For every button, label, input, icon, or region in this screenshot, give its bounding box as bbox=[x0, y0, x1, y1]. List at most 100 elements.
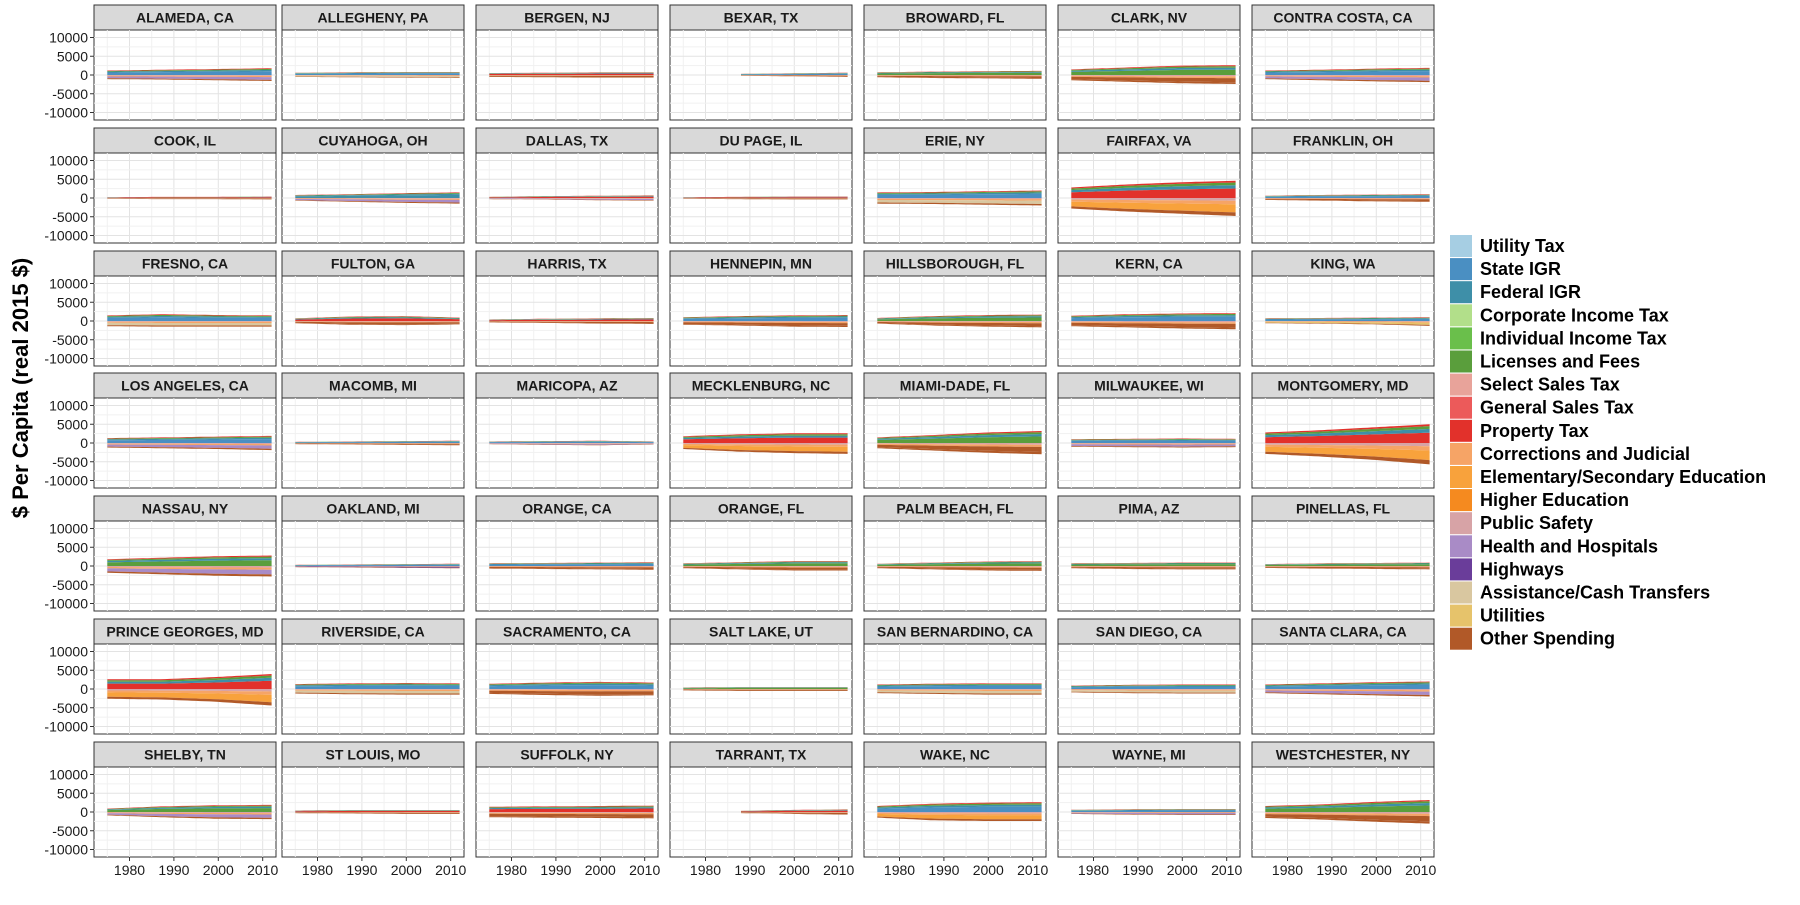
facet-panel: CUYAHOGA, OH bbox=[282, 128, 464, 243]
x-tick-label: 1980 bbox=[884, 862, 915, 878]
facet-title: CONTRA COSTA, CA bbox=[1273, 10, 1412, 26]
facet-panel: FAIRFAX, VA bbox=[1058, 128, 1240, 243]
y-tick-label: -10000 bbox=[44, 842, 88, 858]
facet-panel: HILLSBOROUGH, FL bbox=[864, 251, 1046, 366]
facet-panel: MONTGOMERY, MD bbox=[1252, 373, 1434, 488]
facet-panel: MACOMB, MI bbox=[282, 373, 464, 488]
facet-title: TARRANT, TX bbox=[716, 747, 807, 763]
y-tick-label: -5000 bbox=[52, 86, 88, 102]
legend-label: Utility Tax bbox=[1480, 236, 1565, 256]
facet-title: CLARK, NV bbox=[1111, 10, 1188, 26]
legend-swatch bbox=[1450, 420, 1472, 442]
facet-panel: KERN, CA bbox=[1058, 251, 1240, 366]
y-tick-label: 0 bbox=[80, 558, 88, 574]
facet-panel: SANTA CLARA, CA bbox=[1252, 619, 1434, 734]
facet-title: OAKLAND, MI bbox=[326, 501, 419, 517]
legend-label: Other Spending bbox=[1480, 629, 1615, 649]
x-tick-label: 2010 bbox=[247, 862, 278, 878]
series-area bbox=[489, 809, 653, 813]
facet-title: PALM BEACH, FL bbox=[896, 501, 1014, 517]
legend-swatch bbox=[1450, 628, 1472, 650]
facet-panel: OAKLAND, MI bbox=[282, 496, 464, 611]
y-tick-label: 0 bbox=[80, 313, 88, 329]
legend-swatch bbox=[1450, 374, 1472, 396]
legend-swatch bbox=[1450, 258, 1472, 280]
series-area bbox=[877, 686, 1041, 689]
x-tick-label: 2000 bbox=[779, 862, 810, 878]
facet-title: ALAMEDA, CA bbox=[136, 10, 234, 26]
y-tick-label: 10000 bbox=[49, 644, 88, 660]
facet-title: ORANGE, CA bbox=[522, 501, 611, 517]
x-tick-label: 1980 bbox=[302, 862, 333, 878]
facet-panel: BEXAR, TX bbox=[670, 5, 852, 120]
y-tick-label: -10000 bbox=[44, 596, 88, 612]
x-tick-label: 2000 bbox=[203, 862, 234, 878]
facet-title: HILLSBOROUGH, FL bbox=[886, 256, 1025, 272]
legend-label: General Sales Tax bbox=[1480, 398, 1634, 418]
legend-swatch bbox=[1450, 281, 1472, 303]
series-area bbox=[295, 689, 459, 690]
y-tick-label: 5000 bbox=[57, 294, 88, 310]
x-tick-label: 2000 bbox=[585, 862, 616, 878]
facet-panel: KING, WA bbox=[1252, 251, 1434, 366]
facet-panel: SAN DIEGO, CA bbox=[1058, 619, 1240, 734]
y-tick-label: 0 bbox=[80, 435, 88, 451]
legend-swatch bbox=[1450, 605, 1472, 627]
facet-panel: MILWAUKEE, WI bbox=[1058, 373, 1240, 488]
facet-title: RIVERSIDE, CA bbox=[321, 624, 424, 640]
facet-title: CUYAHOGA, OH bbox=[318, 133, 427, 149]
facet-title: SALT LAKE, UT bbox=[709, 624, 813, 640]
facet-title: WAYNE, MI bbox=[1112, 747, 1185, 763]
x-tick-label: 1980 bbox=[496, 862, 527, 878]
x-tick-label: 2010 bbox=[1017, 862, 1048, 878]
legend-label: Higher Education bbox=[1480, 490, 1629, 510]
x-tick-label: 2010 bbox=[435, 862, 466, 878]
y-tick-label: 5000 bbox=[57, 785, 88, 801]
facet-title: SAN BERNARDINO, CA bbox=[877, 624, 1033, 640]
x-tick-label: 1980 bbox=[690, 862, 721, 878]
facet-title: PRINCE GEORGES, MD bbox=[106, 624, 263, 640]
y-tick-label: 10000 bbox=[49, 276, 88, 292]
legend-label: Public Safety bbox=[1480, 513, 1593, 533]
legend-label: Corrections and Judicial bbox=[1480, 444, 1690, 464]
y-tick-label: 5000 bbox=[57, 416, 88, 432]
legend-label: Highways bbox=[1480, 559, 1564, 579]
x-tick-label: 1980 bbox=[1078, 862, 1109, 878]
facet-panel: ALLEGHENY, PA bbox=[282, 5, 464, 120]
x-tick-label: 2010 bbox=[1405, 862, 1436, 878]
legend-swatch bbox=[1450, 535, 1472, 557]
y-tick-label: -5000 bbox=[52, 823, 88, 839]
y-tick-label: 0 bbox=[80, 190, 88, 206]
legend-swatch bbox=[1450, 466, 1472, 488]
facet-title: KERN, CA bbox=[1115, 256, 1183, 272]
series-area bbox=[683, 688, 847, 689]
facet-title: PINELLAS, FL bbox=[1296, 501, 1391, 517]
facet-title: BEXAR, TX bbox=[724, 10, 799, 26]
facet-panel: ORANGE, FL bbox=[670, 496, 852, 611]
legend-swatch bbox=[1450, 558, 1472, 580]
series-area bbox=[1071, 443, 1235, 444]
facet-title: MACOMB, MI bbox=[329, 378, 417, 394]
facet-title: FRESNO, CA bbox=[142, 256, 228, 272]
series-area bbox=[295, 686, 459, 689]
series-area bbox=[295, 811, 459, 812]
y-tick-label: 10000 bbox=[49, 153, 88, 169]
series-area bbox=[107, 321, 271, 322]
facet-panel: CONTRA COSTA, CA bbox=[1252, 5, 1434, 120]
y-tick-label: -5000 bbox=[52, 700, 88, 716]
facet-title: DU PAGE, IL bbox=[720, 133, 803, 149]
facet-title: MIAMI-DADE, FL bbox=[900, 378, 1011, 394]
y-tick-label: 5000 bbox=[57, 48, 88, 64]
legend-label: Assistance/Cash Transfers bbox=[1480, 583, 1710, 603]
y-tick-label: 5000 bbox=[57, 171, 88, 187]
y-tick-label: -10000 bbox=[44, 719, 88, 735]
series-area bbox=[1071, 441, 1235, 444]
facet-panel: PIMA, AZ bbox=[1058, 496, 1240, 611]
legend-label: Utilities bbox=[1480, 606, 1545, 626]
y-tick-label: -5000 bbox=[52, 332, 88, 348]
legend-label: Property Tax bbox=[1480, 421, 1589, 441]
